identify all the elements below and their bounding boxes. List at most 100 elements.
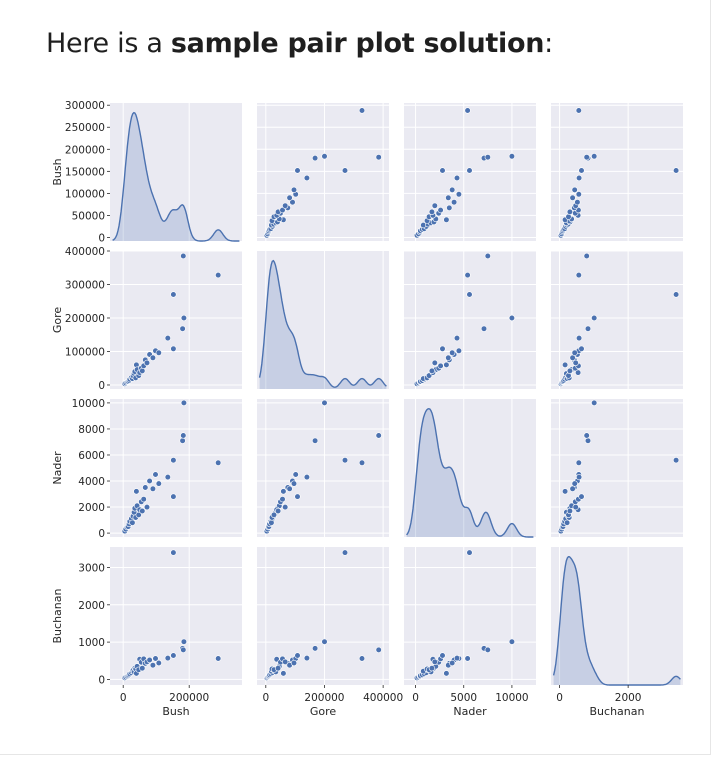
scatter-point <box>446 204 453 211</box>
scatter-point <box>179 437 186 444</box>
scatter-point <box>321 399 328 407</box>
scatter-point <box>437 362 444 370</box>
heading-suffix: : <box>544 28 553 59</box>
scatter-point <box>571 186 578 193</box>
y-tick-label-nader: 8000 <box>78 424 105 436</box>
scatter-point <box>591 399 598 407</box>
x-tick-label-gore: 0 <box>262 692 269 704</box>
scatter-point <box>155 480 162 487</box>
scatter-point <box>569 194 576 201</box>
scatter-point <box>574 369 582 376</box>
scatter-point <box>139 665 146 672</box>
scatter-point <box>484 646 491 654</box>
scatter-point <box>584 437 592 444</box>
scatter-point <box>312 437 319 444</box>
scatter-point <box>464 272 471 279</box>
scatter-point <box>294 167 301 174</box>
heading-bold: sample pair plot solution <box>170 28 545 59</box>
kde-area-nader <box>406 408 534 537</box>
y-tick-label-bush: 250000 <box>65 122 105 134</box>
scatter-point <box>292 471 299 478</box>
scatter-point <box>303 654 311 662</box>
kde-line-gore <box>258 259 387 388</box>
scatter-point <box>569 485 576 492</box>
scatter-point <box>466 167 473 174</box>
scatter-point <box>561 361 569 369</box>
scatter-point <box>280 488 287 495</box>
scatter-point <box>672 457 680 464</box>
scatter-point <box>358 655 366 662</box>
scatter-point <box>286 194 293 201</box>
scatter-point <box>375 154 382 161</box>
scatter-point <box>142 484 149 491</box>
scatter-point <box>443 361 450 369</box>
scatter-point <box>575 191 582 198</box>
panel-bg-gore-vs-gore <box>257 251 389 389</box>
y-axis-label-buchanan: Buchanan <box>51 588 64 643</box>
panel-bg-nader-vs-nader <box>404 399 536 537</box>
panel-bg-buchanan-vs-buchanan <box>551 547 683 685</box>
scatter-point <box>574 199 581 206</box>
scatter-point <box>578 493 585 500</box>
panel-bg-gore-vs-bush <box>110 251 242 389</box>
scatter-point <box>439 167 446 174</box>
kde-line-buchanan <box>552 555 681 686</box>
scatter-point <box>133 488 140 495</box>
scatter-point <box>508 638 516 645</box>
scatter-point <box>439 345 446 352</box>
y-axis-label-nader: Nader <box>51 451 64 485</box>
scatter-point <box>280 670 287 677</box>
scatter-point <box>275 665 282 672</box>
scatter-point <box>143 359 151 367</box>
y-tick-label-gore: 200000 <box>65 313 105 325</box>
heading-prefix: Here is a <box>46 28 171 59</box>
scatter-point <box>180 314 187 322</box>
panel-bg-bush-vs-bush <box>110 103 242 241</box>
scatter-point <box>170 291 177 298</box>
y-axis-label-gore: Gore <box>51 307 64 334</box>
scatter-point <box>290 480 298 487</box>
scatter-point <box>484 154 491 161</box>
scatter-point <box>453 335 461 342</box>
scatter-point <box>282 658 289 666</box>
scatter-point <box>464 655 471 662</box>
scatter-point <box>270 511 278 519</box>
scatter-point <box>566 367 574 375</box>
y-tick-label-buchanan: 0 <box>98 674 105 686</box>
scatter-point <box>445 354 452 361</box>
scatter-point <box>215 272 222 279</box>
scatter-point <box>449 186 456 193</box>
scatter-point <box>179 325 186 332</box>
y-tick-label-bush: 150000 <box>65 166 105 178</box>
scatter-point <box>572 359 579 367</box>
scatter-point <box>583 252 590 260</box>
scatter-point <box>215 655 222 662</box>
scatter-point <box>566 507 574 515</box>
scatter-point <box>584 325 592 332</box>
y-tick-label-gore: 300000 <box>65 279 105 291</box>
scatter-point <box>575 459 582 466</box>
x-tick-label-gore: 400000 <box>363 692 403 704</box>
x-axis-label-bush: Bush <box>162 705 189 718</box>
scatter-point <box>170 493 177 500</box>
scatter-point <box>437 207 444 214</box>
scatter-point <box>484 252 491 260</box>
scatter-point <box>466 549 473 556</box>
kde-area-buchanan <box>553 556 681 685</box>
scatter-point <box>455 347 463 354</box>
scatter-point <box>303 474 311 481</box>
kde-line-nader <box>406 407 534 538</box>
scatter-point <box>428 208 436 215</box>
scatter-point <box>268 519 275 526</box>
scatter-point <box>289 199 296 206</box>
y-tick-label-bush: 50000 <box>72 210 105 222</box>
scatter-point <box>453 174 461 182</box>
scatter-point <box>575 107 582 114</box>
scatter-point <box>149 662 156 669</box>
scatter-point <box>428 367 436 375</box>
scatter-point <box>571 349 578 356</box>
y-tick-label-gore: 400000 <box>65 246 105 258</box>
x-axis-label-buchanan: Buchanan <box>590 705 645 718</box>
scatter-point <box>575 174 583 182</box>
scatter-point <box>591 314 598 322</box>
